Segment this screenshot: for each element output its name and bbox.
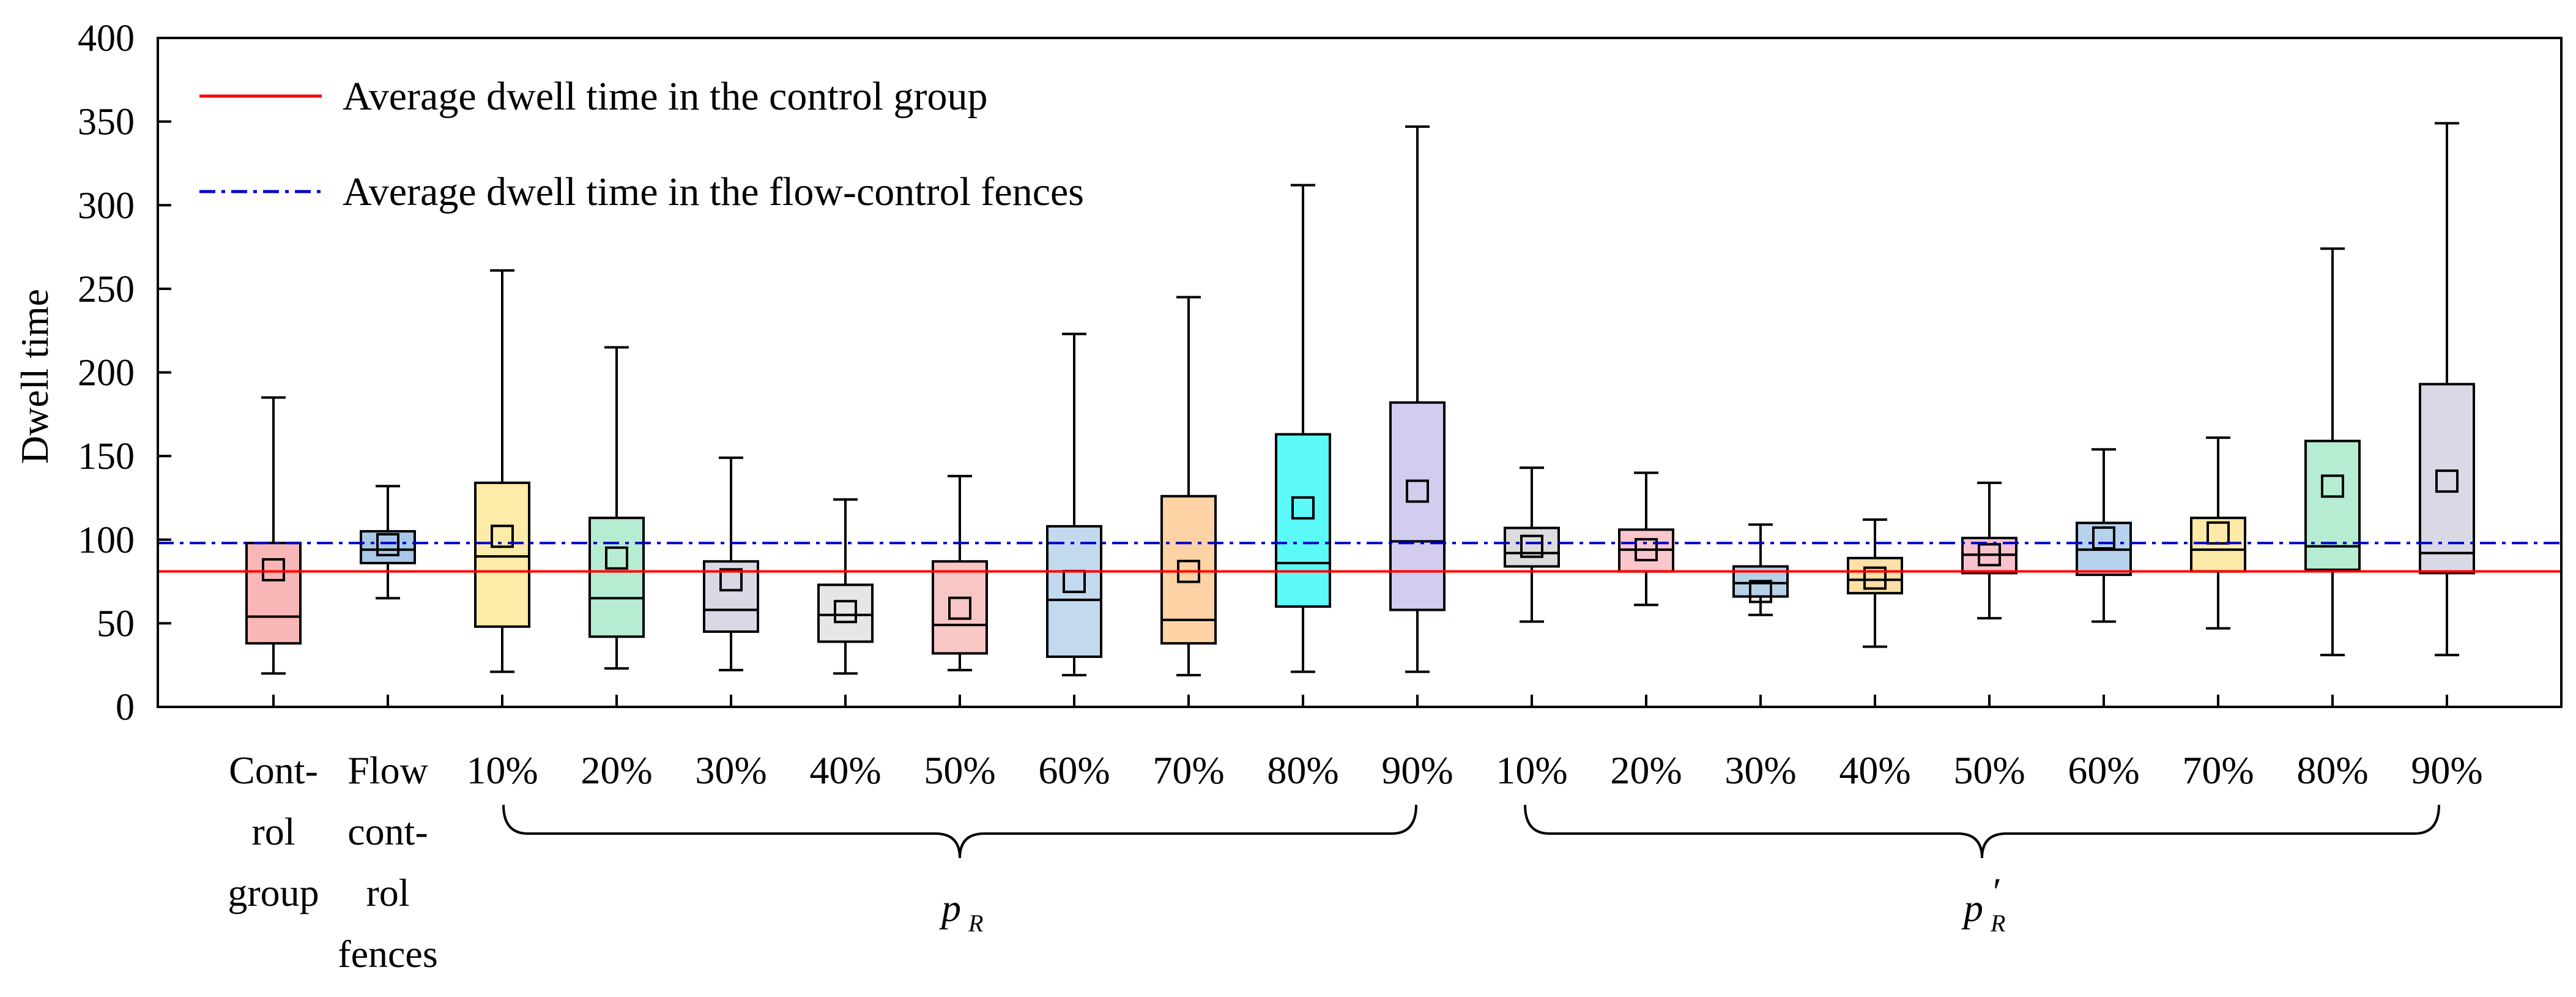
category-label: 50% [1953, 749, 2025, 792]
mean-marker [605, 546, 628, 570]
box-17 [2076, 448, 2132, 623]
mean-marker [2321, 474, 2344, 498]
y-tick-label: 300 [78, 185, 135, 226]
box-iqr [1275, 433, 1331, 608]
category-label: 90% [2411, 749, 2482, 792]
category-label: 40% [1839, 749, 1910, 792]
category-label: group [228, 871, 319, 914]
y-tick-label: 150 [78, 436, 135, 477]
group-symbol: p [939, 886, 961, 930]
y-tick-label: 50 [97, 603, 135, 644]
group-subscript: R [1990, 909, 2005, 937]
box-12 [1504, 466, 1560, 623]
y-tick-label: 100 [78, 520, 135, 561]
box-iqr [1504, 526, 1560, 568]
category-label: rol [366, 871, 409, 914]
box-10 [1275, 184, 1331, 673]
mean-marker [834, 600, 857, 624]
category-label: rol [251, 810, 295, 853]
box-16 [1961, 481, 2017, 620]
mean-marker [1635, 538, 1658, 562]
box-7 [932, 474, 988, 671]
box-iqr [2419, 383, 2475, 575]
legend-label-control: Average dwell time in the control group [343, 74, 987, 119]
mean-marker [1863, 566, 1887, 590]
box-iqr [588, 517, 645, 638]
category-label: 30% [1724, 749, 1796, 792]
group-prime: ′ [1991, 870, 2000, 913]
mean-marker [491, 525, 514, 548]
category-label: 50% [924, 749, 995, 792]
category-label: 70% [1153, 749, 1224, 792]
mean-marker [719, 568, 743, 592]
y-axis-title: Dwell time [13, 289, 56, 464]
box-iqr [817, 583, 874, 643]
box-iqr [703, 560, 759, 633]
box-14 [1732, 523, 1789, 616]
y-tick-label: 250 [78, 269, 135, 310]
mean-marker [1291, 496, 1315, 520]
mean-marker [1749, 580, 1772, 603]
box-18 [2190, 436, 2246, 630]
group-brace-1 [502, 804, 1417, 859]
box-iqr [932, 560, 988, 655]
box-13 [1618, 471, 1674, 607]
box-4 [588, 346, 645, 670]
category-label: 40% [809, 749, 881, 792]
category-label: 80% [1267, 749, 1338, 792]
group-symbol: p [1961, 886, 1983, 930]
box-iqr [1389, 401, 1446, 611]
mean-marker [376, 532, 399, 556]
mean-marker [1520, 534, 1543, 558]
legend-label-fences: Average dwell time in the flow-control f… [343, 170, 1084, 214]
category-label: 30% [695, 749, 766, 792]
box-iqr [245, 542, 302, 645]
mean-marker [1406, 479, 1429, 503]
box-15 [1847, 518, 1903, 648]
box-8 [1046, 332, 1102, 677]
category-label: 90% [1381, 749, 1453, 792]
mean-marker [1978, 543, 2001, 567]
box-3 [474, 269, 530, 673]
category-label: Flow [347, 749, 428, 792]
y-tick-label: 400 [78, 18, 135, 59]
box-iqr [1160, 495, 1217, 645]
y-tick-label: 0 [116, 687, 135, 728]
box-9 [1160, 296, 1217, 677]
y-tick-label: 200 [78, 353, 135, 394]
category-label: 20% [1610, 749, 1682, 792]
box-iqr [2190, 517, 2246, 573]
category-label: 20% [581, 749, 652, 792]
category-label: 60% [2068, 749, 2139, 792]
category-label: Cont- [229, 749, 318, 792]
box-19 [2304, 247, 2361, 657]
box-iqr [474, 481, 530, 628]
category-label: 80% [2296, 749, 2368, 792]
y-tick-label: 350 [78, 102, 135, 143]
category-label: 60% [1038, 749, 1110, 792]
mean-marker [948, 596, 971, 620]
box-20 [2419, 122, 2475, 657]
category-label: fences [338, 932, 437, 976]
group-subscript: R [968, 909, 983, 937]
category-label: 70% [2182, 749, 2254, 792]
box-iqr [2304, 439, 2361, 571]
box-11 [1389, 125, 1446, 673]
group-brace-2 [1524, 804, 2440, 859]
box-6 [817, 498, 874, 675]
mean-marker [262, 558, 285, 581]
category-label: 10% [466, 749, 538, 792]
box-1 [245, 396, 302, 675]
mean-marker [2435, 469, 2459, 493]
box-2 [360, 485, 416, 600]
category-label: 10% [1496, 749, 1567, 792]
box-iqr [360, 530, 416, 565]
box-5 [703, 456, 759, 671]
group-label-2: p R′ [1961, 870, 2005, 937]
mean-marker [2092, 526, 2115, 550]
category-label: cont- [347, 810, 428, 853]
